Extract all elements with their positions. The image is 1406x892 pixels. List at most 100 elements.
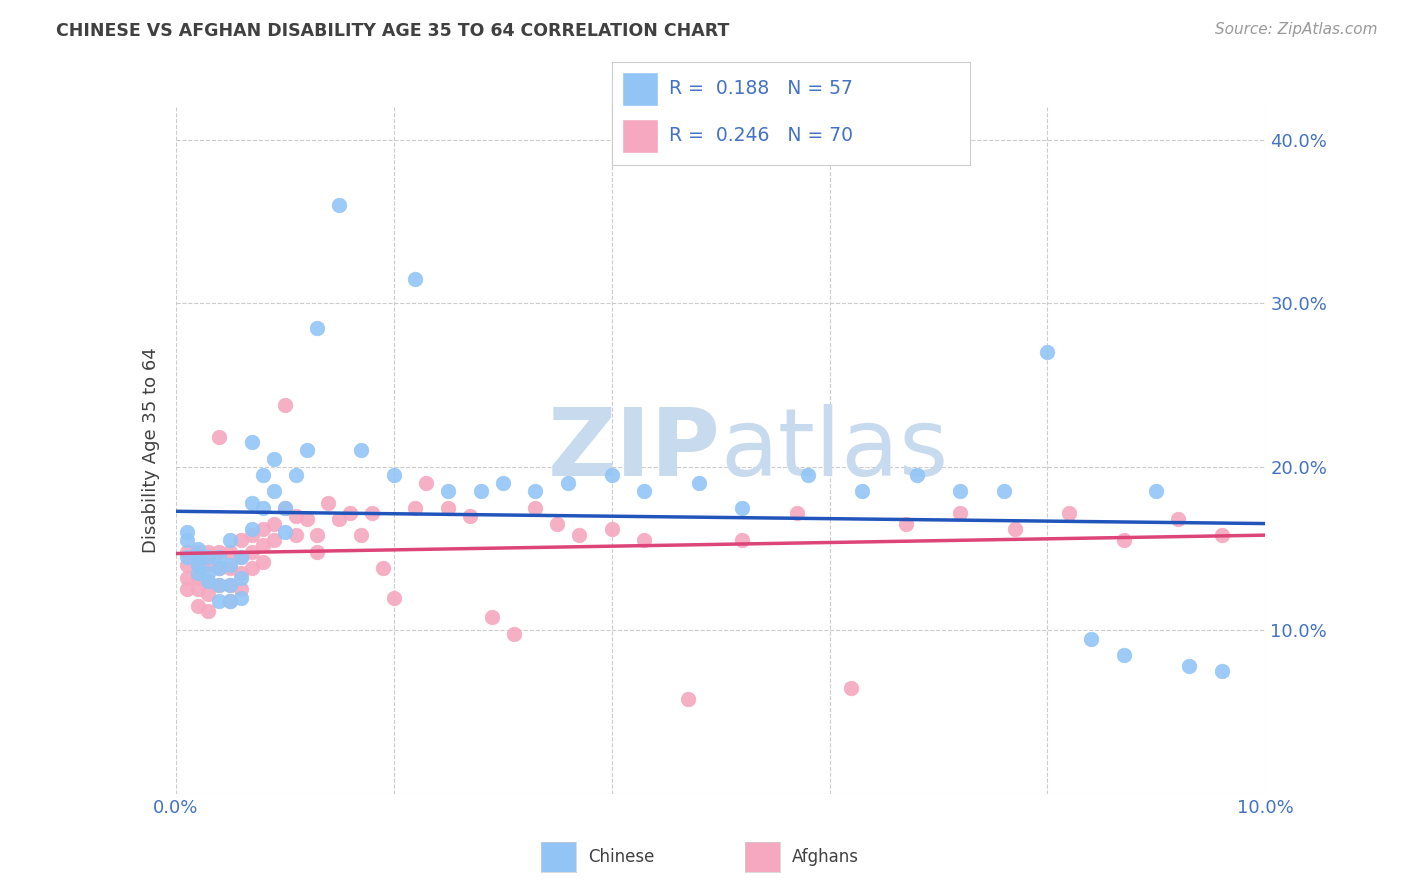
Point bbox=[186, 582, 209, 597]
Point bbox=[731, 533, 754, 548]
Point bbox=[219, 533, 242, 548]
Point bbox=[797, 467, 820, 482]
Point bbox=[252, 538, 274, 552]
Point bbox=[382, 591, 405, 605]
Point bbox=[219, 577, 242, 591]
Point bbox=[546, 516, 568, 531]
Point bbox=[219, 545, 242, 559]
Point bbox=[240, 496, 263, 510]
Point bbox=[186, 549, 209, 564]
Point bbox=[731, 500, 754, 515]
Point bbox=[186, 566, 209, 580]
Point bbox=[688, 476, 710, 491]
Point bbox=[1080, 632, 1102, 646]
Point bbox=[240, 528, 263, 542]
Point bbox=[197, 587, 219, 601]
Point bbox=[231, 533, 253, 548]
Point bbox=[481, 610, 503, 624]
Point bbox=[557, 476, 579, 491]
Point bbox=[350, 443, 373, 458]
Point bbox=[186, 545, 209, 559]
Point bbox=[231, 591, 253, 605]
Point bbox=[252, 500, 274, 515]
Point bbox=[176, 571, 198, 585]
Point bbox=[415, 476, 437, 491]
Point bbox=[186, 571, 209, 585]
Point bbox=[568, 528, 591, 542]
Point bbox=[524, 484, 547, 499]
Bar bbox=[623, 71, 658, 105]
Point bbox=[492, 476, 515, 491]
Point bbox=[295, 443, 318, 458]
Point bbox=[176, 582, 198, 597]
Point bbox=[197, 558, 219, 572]
Point bbox=[176, 533, 198, 548]
Text: Afghans: Afghans bbox=[792, 848, 859, 866]
Point bbox=[197, 574, 219, 589]
Point bbox=[208, 549, 231, 564]
Point bbox=[274, 500, 297, 515]
Point bbox=[208, 545, 231, 559]
Text: R =  0.188   N = 57: R = 0.188 N = 57 bbox=[669, 79, 853, 98]
Point bbox=[841, 681, 863, 695]
Point bbox=[360, 506, 382, 520]
Point bbox=[252, 555, 274, 569]
Text: Chinese: Chinese bbox=[588, 848, 654, 866]
Point bbox=[284, 528, 307, 542]
Point bbox=[949, 506, 972, 520]
Point bbox=[1178, 659, 1201, 673]
Point bbox=[307, 545, 329, 559]
Point bbox=[231, 571, 253, 585]
Point bbox=[274, 525, 297, 540]
Text: CHINESE VS AFGHAN DISABILITY AGE 35 TO 64 CORRELATION CHART: CHINESE VS AFGHAN DISABILITY AGE 35 TO 6… bbox=[56, 22, 730, 40]
Point bbox=[633, 484, 655, 499]
Point bbox=[231, 566, 253, 580]
Point bbox=[240, 435, 263, 450]
Point bbox=[905, 467, 928, 482]
Point bbox=[633, 533, 655, 548]
Point bbox=[263, 451, 285, 466]
Point bbox=[219, 594, 242, 608]
Point bbox=[208, 577, 231, 591]
Point bbox=[219, 558, 242, 572]
Point bbox=[339, 506, 361, 520]
Point bbox=[231, 549, 253, 564]
Point bbox=[284, 508, 307, 523]
Point bbox=[231, 549, 253, 564]
Point bbox=[252, 467, 274, 482]
Point bbox=[252, 522, 274, 536]
Point bbox=[405, 271, 427, 285]
Point bbox=[240, 545, 263, 559]
Text: R =  0.246   N = 70: R = 0.246 N = 70 bbox=[669, 127, 853, 145]
Point bbox=[274, 398, 297, 412]
Point bbox=[176, 549, 198, 564]
Point bbox=[176, 525, 198, 540]
Text: ZIP: ZIP bbox=[548, 404, 721, 497]
Point bbox=[240, 561, 263, 575]
Point bbox=[328, 512, 350, 526]
Y-axis label: Disability Age 35 to 64: Disability Age 35 to 64 bbox=[142, 348, 160, 553]
Point bbox=[197, 566, 219, 580]
Point bbox=[371, 561, 394, 575]
Point bbox=[274, 500, 297, 515]
Bar bbox=[623, 119, 658, 153]
Point bbox=[851, 484, 873, 499]
Point bbox=[219, 594, 242, 608]
Point bbox=[197, 574, 219, 589]
Point bbox=[437, 500, 460, 515]
Point bbox=[208, 561, 231, 575]
Point bbox=[263, 516, 285, 531]
Point bbox=[786, 506, 808, 520]
Point bbox=[208, 430, 231, 444]
Point bbox=[993, 484, 1015, 499]
Point bbox=[186, 599, 209, 613]
Point bbox=[186, 541, 209, 556]
Point bbox=[405, 500, 427, 515]
Point bbox=[1211, 528, 1233, 542]
Point bbox=[458, 508, 481, 523]
Point bbox=[186, 558, 209, 572]
Point bbox=[1211, 664, 1233, 679]
Point bbox=[382, 467, 405, 482]
Point bbox=[208, 561, 231, 575]
Point bbox=[307, 321, 329, 335]
